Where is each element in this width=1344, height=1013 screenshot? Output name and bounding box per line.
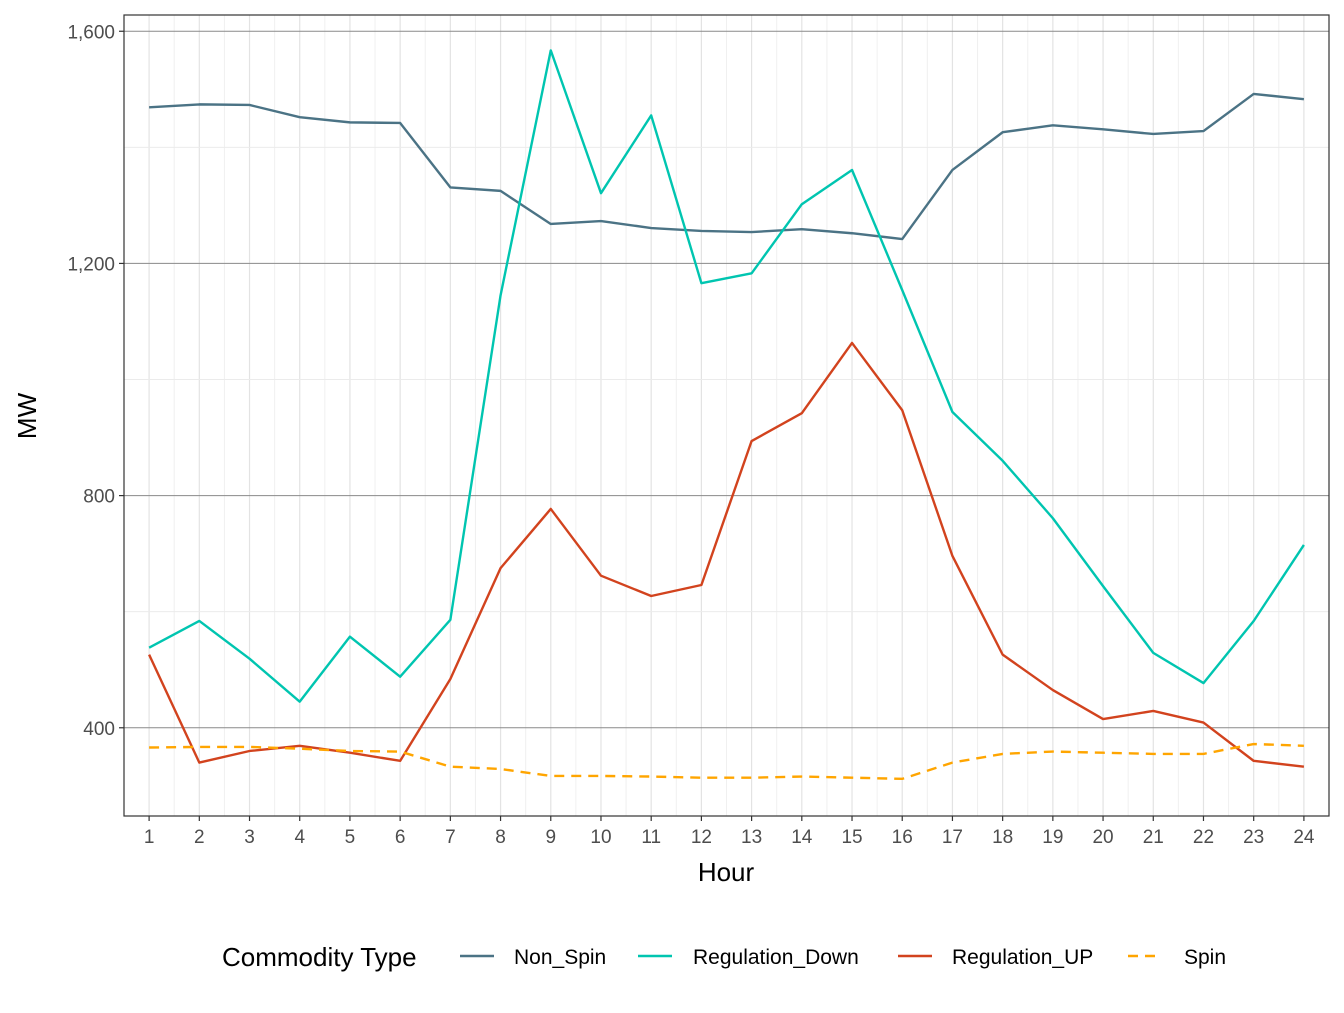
y-tick-label: 1,600 <box>67 22 115 43</box>
y-axis-label: MW <box>12 392 42 439</box>
x-tick-label: 8 <box>495 827 506 848</box>
x-tick-label: 6 <box>395 827 406 848</box>
x-tick-label: 19 <box>1042 827 1063 848</box>
series-line-non-spin <box>149 92 1305 241</box>
x-tick-label: 4 <box>294 827 305 848</box>
x-tick-label: 3 <box>244 827 255 848</box>
x-tick-label: 20 <box>1092 827 1113 848</box>
x-tick-label: 22 <box>1193 827 1214 848</box>
x-axis-label: Hour <box>698 857 755 887</box>
series-line-regulation-down <box>148 49 1305 703</box>
y-tick-label: 800 <box>83 487 115 508</box>
x-tick-label: 24 <box>1293 827 1315 848</box>
x-tick-label: 11 <box>641 827 661 848</box>
x-tick-label: 12 <box>691 827 712 848</box>
legend-label: Regulation_Down <box>693 946 859 969</box>
x-tick-label: 1 <box>144 827 155 848</box>
x-tick-label: 13 <box>741 827 762 848</box>
legend-label: Non_Spin <box>514 946 606 969</box>
y-tick-label: 1,200 <box>67 254 115 275</box>
x-tick-label: 23 <box>1243 827 1264 848</box>
series-line-spin <box>149 742 1304 781</box>
x-tick-label: 14 <box>791 827 813 848</box>
panel-border <box>123 14 1330 817</box>
x-tick-label: 15 <box>841 827 862 848</box>
y-tick-label: 400 <box>83 719 115 740</box>
series-lines <box>148 49 1305 781</box>
x-tick-label: 17 <box>942 827 963 848</box>
x-tick-label: 21 <box>1143 827 1164 848</box>
legend-label: Spin <box>1184 946 1226 969</box>
x-tick-label: 16 <box>892 827 913 848</box>
x-tick-label: 5 <box>345 827 356 848</box>
legend-label: Regulation_UP <box>952 946 1093 969</box>
grid <box>124 15 1329 816</box>
x-tick-label: 9 <box>545 827 556 848</box>
x-tick-label: 10 <box>590 827 611 848</box>
x-tick-label: 7 <box>445 827 456 848</box>
legend: Commodity Type Non_Spin Regulation_Down Re… <box>222 942 1226 972</box>
x-tick-label: 2 <box>194 827 205 848</box>
legend-title: Commodity Type <box>222 942 417 972</box>
x-tick-label: 18 <box>992 827 1013 848</box>
